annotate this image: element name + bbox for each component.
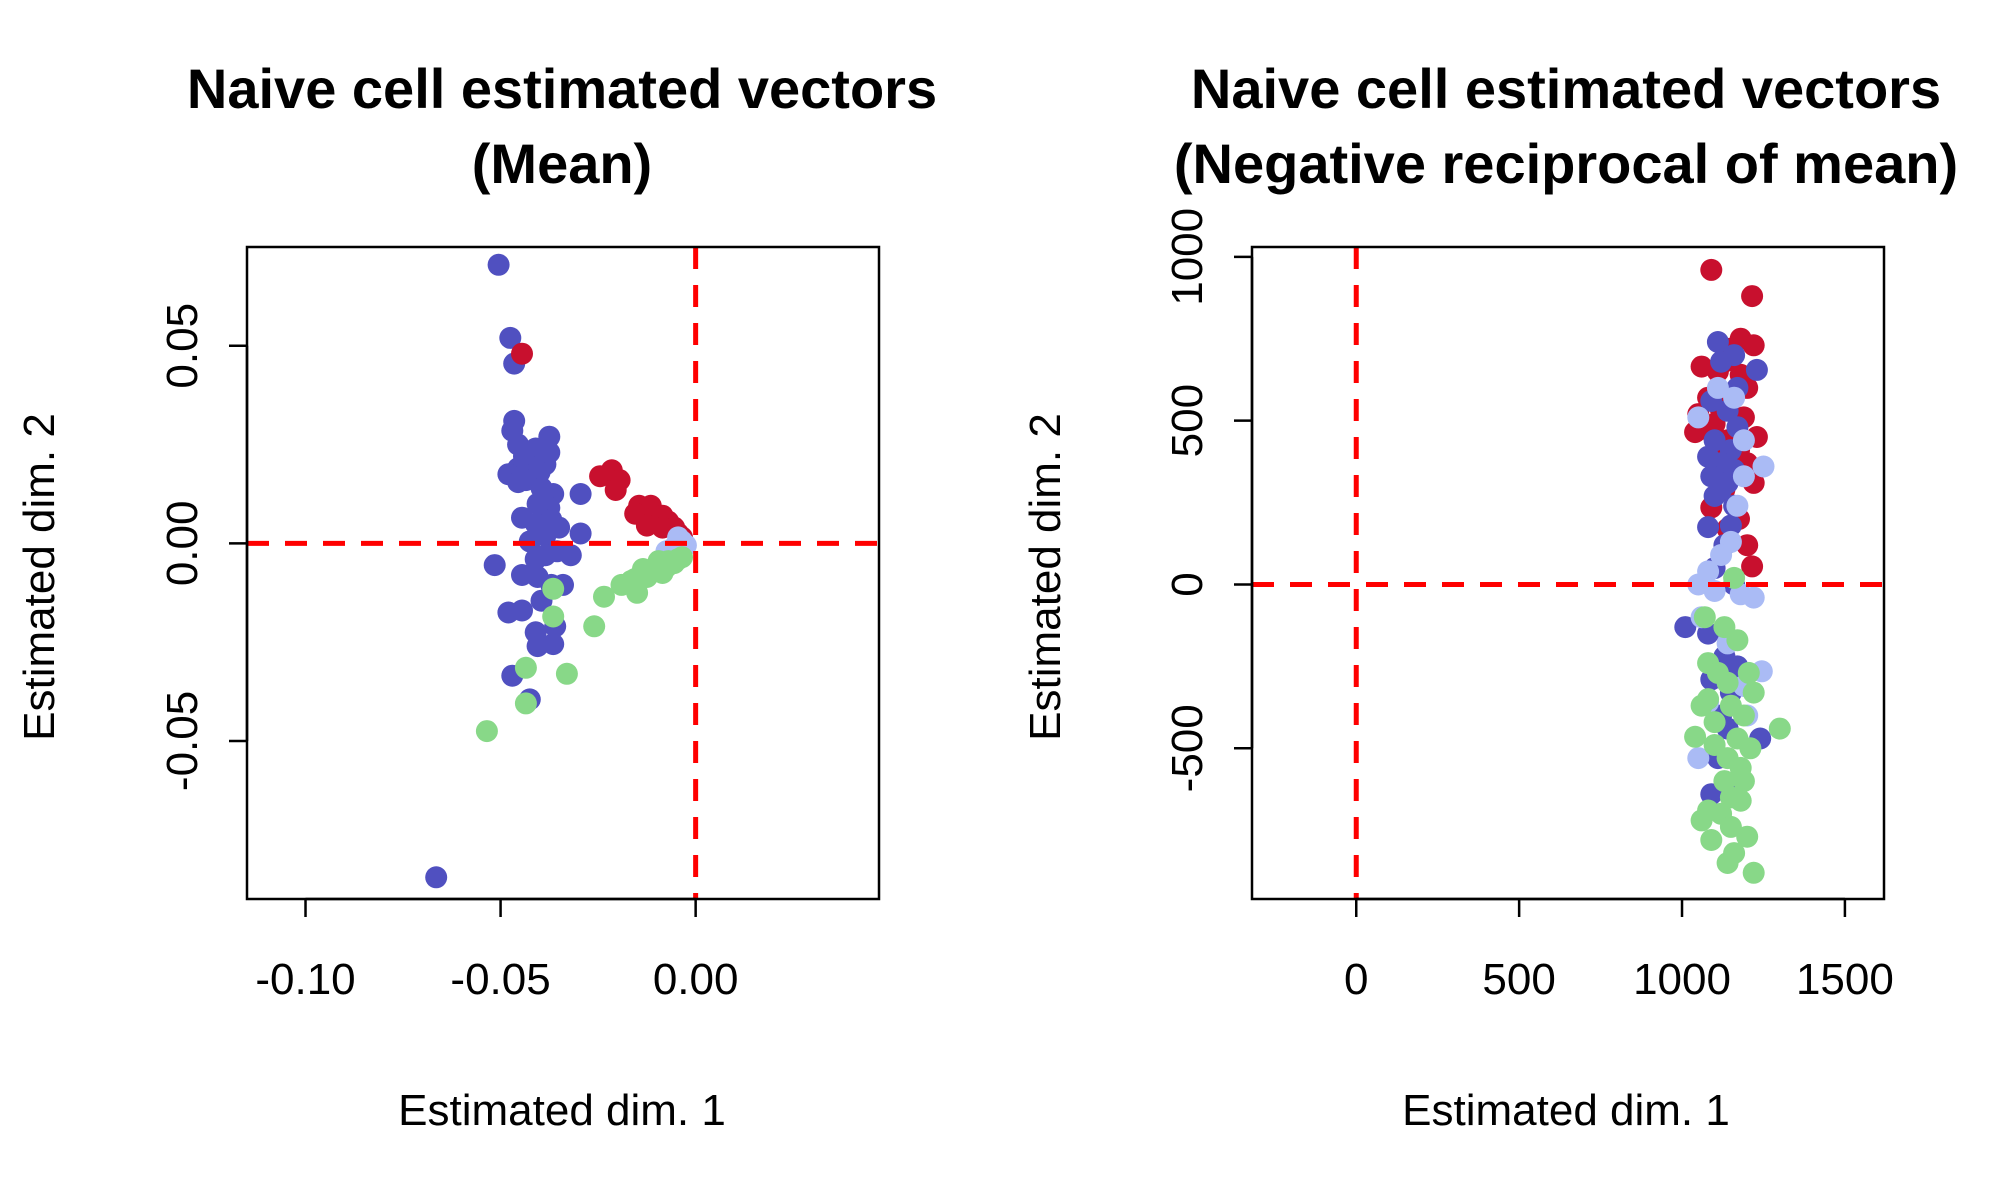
data-point [526,635,549,658]
data-point [514,656,537,679]
x-tick-label: 0 [1344,955,1368,1004]
y-axis: -0.05 0.00 0.05 [158,303,249,791]
data-point [1742,586,1765,609]
y-tick-label: 0 [1163,572,1212,596]
data-point [1742,861,1765,884]
x-axis-label: Estimated dim. 1 [398,1086,726,1135]
data-point [583,615,606,638]
data-point [569,522,592,545]
data-point [1719,815,1742,838]
data-point [1703,485,1726,507]
y-tick-label: -0.05 [158,691,207,791]
data-point [647,550,670,573]
y-tick-label: -500 [1163,704,1212,792]
reference-lines [247,247,879,899]
x-tick-label: -0.05 [450,955,550,1004]
data-point [526,492,549,515]
data-point [1726,494,1749,517]
y-tick-label: 500 [1163,384,1212,457]
points-layer [1674,258,1791,884]
data-point [1745,358,1768,381]
data-point [569,483,592,505]
data-point [511,342,533,365]
data-point [1703,711,1726,734]
data-point [1742,334,1765,357]
data-point [1739,737,1762,760]
x-tick-label: 1000 [1633,955,1731,1004]
data-point [1690,694,1713,717]
chart-title-line-2: (Mean) [472,132,652,195]
data-point [538,425,561,448]
data-point [604,479,627,501]
data-point [1710,544,1733,566]
data-point [1690,809,1713,832]
data-point [1736,534,1759,557]
data-point [542,605,565,628]
y-tick-label: 1000 [1163,208,1212,306]
x-tick-label: 500 [1482,955,1555,1004]
data-point [1719,514,1742,537]
data-point [1674,616,1697,639]
chart-title-line-1: Naive cell estimated vectors [187,57,937,120]
data-point [1732,429,1755,452]
y-tick-label: 0.05 [158,303,207,389]
data-point [1716,852,1739,874]
data-point [1741,555,1764,578]
data-point [1732,704,1755,727]
data-point [1697,516,1720,539]
data-point [1732,770,1755,793]
y-axis: -500 0 500 1000 [1163,208,1254,792]
x-axis: -0.10 -0.05 0.00 [255,897,739,1004]
reference-lines [1252,247,1884,899]
data-point [555,662,578,685]
mean-panel: Naive cell estimated vectors (Mean) Esti… [15,57,937,1135]
data-point [1706,376,1729,399]
y-axis-label: Estimated dim. 2 [1021,413,1070,741]
x-tick-label: 1500 [1796,955,1894,1004]
data-point [1729,789,1752,812]
data-point [425,866,448,889]
data-point [1723,386,1746,409]
data-point [559,544,582,567]
data-point [1710,350,1733,373]
data-point [1687,747,1710,770]
data-point [1693,606,1716,629]
data-point [1736,825,1759,848]
data-point [475,720,498,743]
x-axis: 0 500 1000 1500 [1344,897,1894,1004]
x-tick-label: 0.00 [653,955,739,1004]
data-point [487,253,510,276]
data-point [1706,331,1729,353]
data-point [514,692,537,715]
data-point [1732,465,1755,488]
y-tick-label: 0.00 [158,501,207,587]
data-point [1742,681,1765,704]
chart-title-line-1: Naive cell estimated vectors [1191,57,1941,120]
data-point [1737,661,1760,684]
x-tick-label: -0.10 [255,955,355,1004]
data-point [542,577,565,600]
data-point [511,599,533,622]
data-point [1716,671,1739,694]
data-point [1752,455,1775,478]
x-axis-label: Estimated dim. 1 [1402,1086,1730,1135]
data-point [1687,406,1710,429]
data-point [1684,725,1707,748]
data-point [499,326,522,349]
y-axis-label: Estimated dim. 2 [15,413,64,741]
data-point [524,548,547,571]
data-point [1726,629,1749,652]
data-point [1700,258,1723,281]
data-point [483,554,506,577]
negative-reciprocal-panel: Naive cell estimated vectors (Negative r… [1021,57,1958,1135]
data-point [1700,829,1723,851]
chart-title-line-2: (Negative reciprocal of mean) [1174,132,1958,195]
data-point [626,581,649,604]
data-point [593,585,615,608]
data-point [671,546,693,569]
data-point [1768,717,1791,740]
data-point [1741,285,1764,308]
